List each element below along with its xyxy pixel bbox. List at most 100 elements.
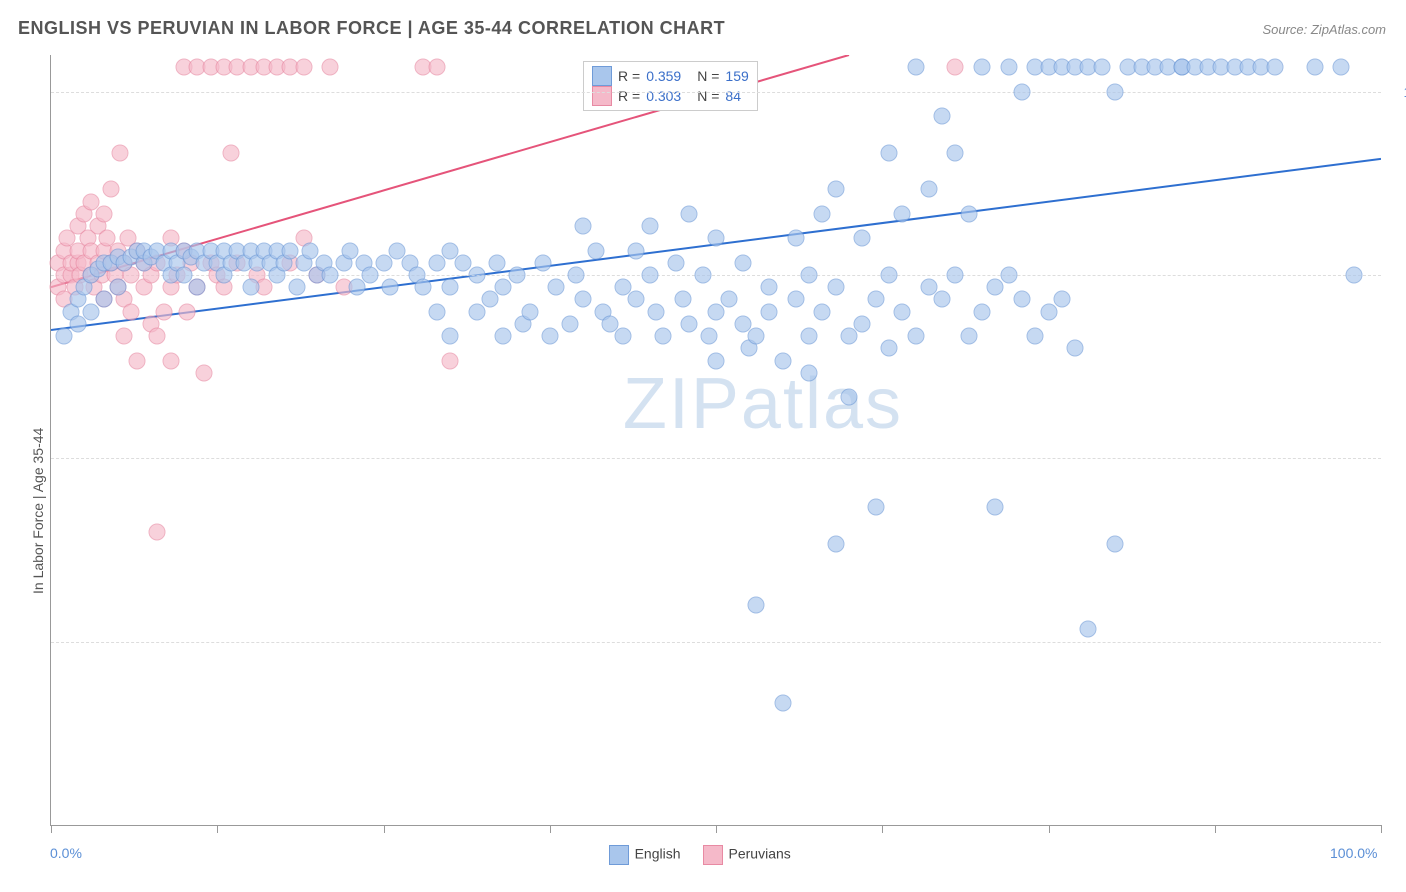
english-point [774,352,791,369]
english-point [960,328,977,345]
peruvians-point [149,523,166,540]
english-point [947,267,964,284]
english-point [787,230,804,247]
r-value: 0.303 [646,88,681,104]
english-point [801,364,818,381]
r-value: 0.359 [646,68,681,84]
english-point [96,291,113,308]
english-point [761,279,778,296]
english-point [761,303,778,320]
english-point [495,328,512,345]
english-point [694,267,711,284]
english-point [907,328,924,345]
legend-swatch [609,845,629,865]
english-point [854,230,871,247]
english-point [867,291,884,308]
english-point [668,254,685,271]
english-point [747,597,764,614]
legend-item: English [609,845,681,865]
english-point [708,352,725,369]
english-point [322,267,339,284]
trend-lines [51,55,1381,825]
english-point [568,267,585,284]
english-point [827,181,844,198]
english-point [920,181,937,198]
english-point [880,267,897,284]
english-point [1053,291,1070,308]
english-point [242,279,259,296]
english-point [1067,340,1084,357]
gridline [51,458,1381,459]
english-point [701,328,718,345]
english-point [1107,83,1124,100]
gridline [51,92,1381,93]
legend-row: R =0.359N =159 [592,66,749,86]
watermark: ZIPatlas [623,363,903,445]
x-tick [1381,825,1382,833]
english-point [734,254,751,271]
english-point [1027,328,1044,345]
english-point [382,279,399,296]
english-point [468,303,485,320]
english-point [880,144,897,161]
legend-label: English [635,846,681,862]
chart-title: ENGLISH VS PERUVIAN IN LABOR FORCE | AGE… [18,18,725,39]
english-point [535,254,552,271]
peruvians-point [295,59,312,76]
r-label: R = [618,88,640,104]
english-point [814,303,831,320]
x-tick [384,825,385,833]
english-point [1013,291,1030,308]
english-point [934,291,951,308]
peruvians-point [222,144,239,161]
legend-row: R =0.303N = 84 [592,86,749,106]
english-point [960,205,977,222]
peruvians-point [178,303,195,320]
english-point [521,303,538,320]
legend-swatch [703,845,723,865]
english-point [1266,59,1283,76]
english-point [648,303,665,320]
english-point [56,328,73,345]
english-point [721,291,738,308]
english-point [674,291,691,308]
english-point [681,205,698,222]
english-point [575,291,592,308]
peruvians-point [156,303,173,320]
y-axis-title: In Labor Force | Age 35-44 [30,428,46,594]
english-point [628,242,645,259]
english-point [428,303,445,320]
x-tick [1215,825,1216,833]
n-value: 159 [725,68,748,84]
x-tick [550,825,551,833]
legend-label: Peruvians [729,846,791,862]
english-point [375,254,392,271]
english-point [1013,83,1030,100]
english-point [189,279,206,296]
english-point [495,279,512,296]
english-point [541,328,558,345]
english-point [987,279,1004,296]
english-point [641,218,658,235]
y-tick-label: 55.0% [1391,634,1406,650]
english-point [947,144,964,161]
n-value: 84 [725,88,741,104]
peruvians-point [116,328,133,345]
english-point [827,279,844,296]
english-point [880,340,897,357]
peruvians-point [322,59,339,76]
english-point [801,267,818,284]
english-point [708,230,725,247]
y-tick-label: 70.0% [1391,450,1406,466]
english-point [575,218,592,235]
english-point [1080,621,1097,638]
english-point [442,328,459,345]
english-point [362,267,379,284]
x-tick [51,825,52,833]
english-point [588,242,605,259]
english-point [841,389,858,406]
english-point [814,205,831,222]
english-point [1107,535,1124,552]
english-point [974,59,991,76]
x-tick [217,825,218,833]
